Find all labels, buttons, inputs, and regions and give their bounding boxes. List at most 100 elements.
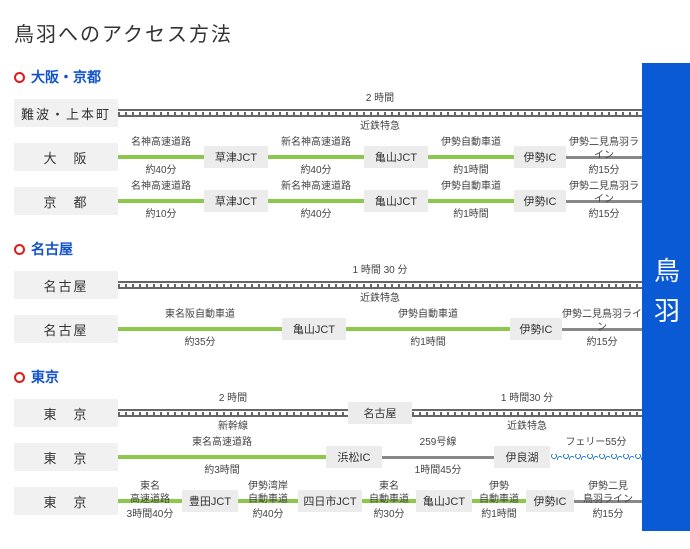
segment: 伊勢二見鳥羽ライン約15分	[574, 481, 642, 521]
route-row: 名古屋1 時間 30 分近鉄特急	[14, 265, 642, 305]
waypoint-node: 草津JCT	[204, 190, 268, 212]
segment-bottom-label: 約1時間	[428, 209, 514, 222]
section-label: 大阪・京都	[31, 67, 101, 87]
segment-line	[268, 155, 364, 159]
waypoint-node: 亀山JCT	[282, 318, 346, 340]
segment-line	[268, 199, 364, 203]
waypoint-node: 伊勢IC	[510, 318, 562, 340]
bullet-icon	[14, 244, 25, 255]
segment-bottom-label: 約1時間	[472, 509, 526, 522]
segment: 東名阪自動車道約35分	[118, 309, 282, 349]
bullet-icon	[14, 72, 25, 83]
segment-line	[382, 456, 494, 459]
segment-top-label: 東名自動車道	[362, 481, 416, 506]
track: 東名阪自動車道約35分亀山JCT伊勢自動車道約1時間伊勢IC伊勢二見鳥羽ライン約…	[118, 309, 642, 349]
waypoint-node: 伊良湖	[494, 446, 550, 468]
segment-bottom-label: 約10分	[118, 209, 204, 222]
segment: 2 時間新幹線	[118, 393, 348, 433]
segment: 名神高速道路約10分	[118, 181, 204, 221]
segment-bottom-label: 約1時間	[346, 337, 510, 350]
segment-bottom-label: 近鉄特急	[412, 421, 642, 434]
waypoint-node: 浜松IC	[326, 446, 382, 468]
segment: 東名高速道路 3時間40分	[118, 481, 182, 521]
segment-top-label: 伊勢二見鳥羽ライン	[566, 137, 642, 162]
segment: 伊勢二見鳥羽ライン約15分	[562, 309, 642, 349]
segment-line	[412, 409, 642, 417]
track: 2 時間新幹線名古屋1 時間30 分近鉄特急	[118, 393, 642, 433]
segment: 伊勢二見鳥羽ライン約15分	[566, 181, 642, 221]
segment-top-label: 伊勢自動車道	[428, 181, 514, 194]
segment-bottom-label: 約40分	[268, 165, 364, 178]
segment-top-label: 1 時間30 分	[412, 393, 642, 406]
segment-top-label: 伊勢二見鳥羽ライン	[566, 181, 642, 206]
segment-line	[428, 155, 514, 159]
segment-top-label: 2 時間	[118, 393, 348, 406]
segment: 東名高速道路約3時間	[118, 437, 326, 477]
segment: 伊勢自動車道約1時間	[346, 309, 510, 349]
segment-line	[118, 155, 204, 159]
segment-top-label: 名神高速道路	[118, 137, 204, 150]
segment: 伊勢二見鳥羽ライン約15分	[566, 137, 642, 177]
waypoint-node: 名古屋	[348, 402, 412, 424]
segment-bottom-label: 約15分	[562, 337, 642, 350]
origin-box: 東 京	[14, 487, 118, 515]
track: 名神高速道路約40分草津JCT新名神高速道路約40分亀山JCT伊勢自動車道約1時…	[118, 137, 642, 177]
segment-bottom-label: 約15分	[574, 509, 642, 522]
segment-line	[550, 454, 642, 460]
origin-box: 名古屋	[14, 315, 118, 343]
segment-bottom-label: 約15分	[566, 165, 642, 178]
waypoint-node: 伊勢IC	[514, 190, 566, 212]
segment-top-label: 伊勢自動車道	[346, 309, 510, 322]
segment-line	[346, 327, 510, 331]
waypoint-node: 草津JCT	[204, 146, 268, 168]
route-row: 東 京2 時間新幹線名古屋1 時間30 分近鉄特急	[14, 393, 642, 433]
segment: 新名神高速道路約40分	[268, 181, 364, 221]
segment-bottom-label: 約30分	[362, 509, 416, 522]
segment-bottom-label: 3時間40分	[118, 509, 182, 522]
segment: 名神高速道路約40分	[118, 137, 204, 177]
section-header: 大阪・京都	[14, 67, 642, 87]
segment-top-label: 東名阪自動車道	[118, 309, 282, 322]
waypoint-node: 亀山JCT	[416, 490, 472, 512]
waypoint-node: 亀山JCT	[364, 146, 428, 168]
segment-bottom-label: 近鉄特急	[118, 121, 642, 134]
segment-line	[118, 455, 326, 459]
section-label: 東京	[31, 367, 59, 387]
track: 2 時間近鉄特急	[118, 93, 642, 133]
segment-top-label: 新名神高速道路	[268, 137, 364, 150]
segment-bottom-label: 1時間45分	[382, 465, 494, 478]
segment: 1 時間30 分近鉄特急	[412, 393, 642, 433]
section-header: 名古屋	[14, 239, 642, 259]
segment: 2 時間近鉄特急	[118, 93, 642, 133]
page-title: 鳥羽へのアクセス方法	[14, 18, 690, 47]
segment-bottom-label: 約40分	[268, 209, 364, 222]
segment-bottom-label: 約3時間	[118, 465, 326, 478]
segment: 伊勢湾岸自動車道約40分	[238, 481, 298, 521]
segment-top-label: 2 時間	[118, 93, 642, 106]
segment: 新名神高速道路約40分	[268, 137, 364, 177]
segment: 伊勢自動車道約1時間	[428, 181, 514, 221]
origin-box: 大 阪	[14, 143, 118, 171]
segment-line	[428, 199, 514, 203]
segment-top-label: 伊勢二見鳥羽ライン	[562, 309, 642, 334]
segment-top-label: 東名高速道路	[118, 437, 326, 450]
segment-bottom-label: 約40分	[118, 165, 204, 178]
segment-line	[118, 109, 642, 117]
segment-top-label: フェリー55分	[550, 437, 642, 450]
segment-bottom-label: 約35分	[118, 337, 282, 350]
segment: 伊勢自動車道約1時間	[428, 137, 514, 177]
bullet-icon	[14, 372, 25, 383]
segment-top-label: 名神高速道路	[118, 181, 204, 194]
segment-top-label: 伊勢湾岸自動車道	[238, 481, 298, 506]
segment-top-label: 東名高速道路	[118, 481, 182, 506]
segment: 東名自動車道約30分	[362, 481, 416, 521]
track: 東名高速道路3時間40分豊田JCT伊勢湾岸自動車道約40分四日市JCT東名自動車…	[118, 481, 642, 521]
segment-top-label: 259号線	[382, 437, 494, 450]
segment-line	[118, 199, 204, 203]
route-row: 難波・上本町2 時間近鉄特急	[14, 93, 642, 133]
segment: 1 時間 30 分近鉄特急	[118, 265, 642, 305]
segment-line	[118, 327, 282, 331]
route-row: 東 京東名高速道路3時間40分豊田JCT伊勢湾岸自動車道約40分四日市JCT東名…	[14, 481, 642, 521]
segment-top-label: 新名神高速道路	[268, 181, 364, 194]
track: 名神高速道路約10分草津JCT新名神高速道路約40分亀山JCT伊勢自動車道約1時…	[118, 181, 642, 221]
